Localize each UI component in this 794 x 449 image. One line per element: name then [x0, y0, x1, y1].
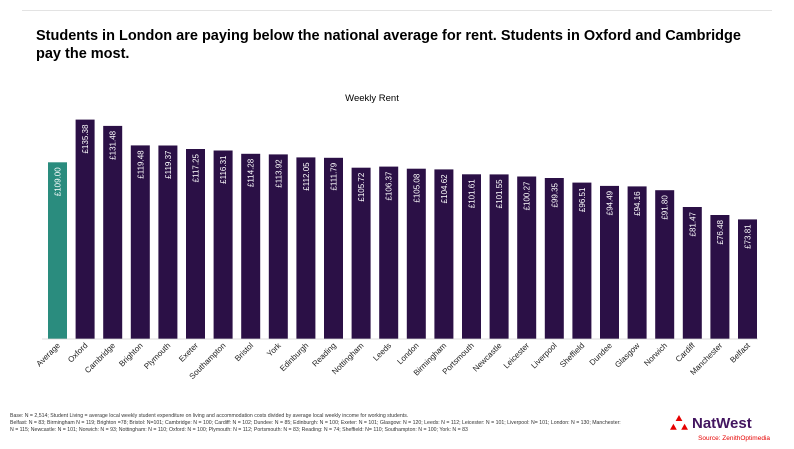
data-label-cardiff: £81.47	[688, 211, 697, 236]
headline: Students in London are paying below the …	[36, 28, 741, 62]
data-label-leicester: £100.27	[523, 181, 532, 210]
footnote: Base: N = 2,514; Student Living = averag…	[10, 413, 625, 434]
brand-name: NatWest	[692, 414, 752, 432]
data-label-portsmouth: £101.61	[468, 179, 477, 208]
bar-plymouth	[158, 145, 178, 339]
data-label-london: £105.08	[412, 173, 421, 202]
category-label-edinburgh: Edinburgh	[278, 341, 310, 373]
category-label-reading: Reading	[310, 341, 337, 368]
data-label-norwich: £91.80	[661, 195, 670, 220]
bar-cambridge	[103, 125, 123, 340]
source-note: Source: ZenithOptimedia	[698, 435, 770, 442]
bar-sheffield	[572, 182, 592, 339]
bar-london	[406, 168, 426, 339]
bar-edinburgh	[296, 157, 316, 339]
data-label-reading: £111.79	[330, 162, 339, 190]
data-label-newcastle: £101.55	[495, 179, 504, 208]
data-label-oxford: £135.38	[81, 124, 90, 153]
bar-glasgow	[627, 186, 647, 339]
natwest-brand: NatWest	[670, 413, 752, 433]
data-label-edinburgh: £112.05	[302, 162, 311, 191]
data-label-birmingham: £104.62	[440, 174, 449, 203]
bars-group: £109.00 Average £135.38 Oxford £131.48 Cambri…	[35, 119, 757, 381]
bar-nottingham	[351, 167, 371, 339]
bar-exeter	[186, 149, 205, 339]
data-label-leeds: £106.37	[385, 171, 394, 200]
bar-reading	[324, 157, 343, 339]
category-label-sheffield: Sheffield	[558, 341, 586, 369]
category-label-newcastle: Newcastle	[471, 341, 504, 374]
bar-portsmouth	[462, 174, 481, 339]
category-label-average: Average	[35, 341, 63, 369]
top-divider	[22, 10, 772, 11]
category-label-plymouth: Plymouth	[142, 341, 172, 371]
category-label-belfast: Belfast	[728, 341, 752, 365]
category-label-london: London	[395, 341, 420, 366]
data-label-manchester: £76.48	[716, 219, 725, 244]
footnote-sample-sizes: Belfast: N = 83; Birmingham N = 119; Bri…	[10, 420, 621, 433]
weekly-rent-chart: Weekly Rent £109.00Average£135.38Oxford£…	[35, 93, 758, 381]
bar-belfast	[738, 219, 757, 339]
data-label-plymouth: £119.37	[164, 150, 173, 179]
category-label-cambridge: Cambridge	[83, 341, 117, 375]
category-label-cardiff: Cardiff	[674, 341, 697, 364]
category-label-leeds: Leeds	[371, 341, 393, 363]
data-label-glasgow: £94.16	[633, 191, 642, 216]
bar-dundee	[600, 185, 619, 339]
data-label-belfast: £73.81	[744, 224, 753, 249]
bar-york	[268, 154, 288, 339]
bar-norwich	[655, 190, 675, 339]
data-label-liverpool: £99.35	[550, 182, 559, 207]
category-label-dundee: Dundee	[588, 341, 615, 368]
bar-leeds	[379, 166, 399, 339]
data-label-bristol: £114.28	[247, 158, 256, 187]
category-label-oxford: Oxford	[66, 341, 89, 364]
bar-manchester	[710, 215, 730, 339]
bar-cardiff	[682, 207, 702, 339]
data-label-cambridge: £131.48	[109, 130, 118, 159]
data-label-dundee: £94.49	[606, 190, 615, 215]
bar-leicester	[517, 176, 537, 339]
data-label-sheffield: £96.51	[578, 187, 587, 212]
bar-bristol	[241, 153, 261, 339]
bar-oxford	[75, 119, 95, 339]
bar-brighton	[130, 145, 150, 339]
category-label-liverpool: Liverpool	[529, 341, 558, 370]
data-label-nottingham: £105.72	[357, 172, 366, 201]
bar-liverpool	[544, 178, 564, 339]
bar-newcastle	[489, 174, 509, 339]
category-label-norwich: Norwich	[642, 341, 669, 368]
category-label-brighton: Brighton	[117, 341, 144, 368]
chart-title: Weekly Rent	[345, 93, 399, 104]
category-label-glasgow: Glasgow	[613, 341, 642, 370]
bar-average	[48, 162, 67, 339]
bar-southampton	[213, 150, 233, 339]
bar-birmingham	[434, 169, 454, 339]
category-label-leicester: Leicester	[502, 341, 532, 371]
natwest-logo-icon	[670, 415, 688, 430]
data-label-average: £109.00	[54, 167, 63, 196]
data-label-brighton: £119.48	[136, 150, 145, 179]
footnote-base: Base: N = 2,514; Student Living = averag…	[10, 413, 409, 419]
category-label-bristol: Bristol	[233, 341, 255, 363]
data-label-exeter: £117.25	[192, 153, 201, 182]
data-label-southampton: £116.31	[219, 155, 228, 184]
category-label-york: York	[265, 340, 283, 358]
data-label-york: £113.92	[274, 159, 283, 188]
category-label-exeter: Exeter	[177, 341, 200, 364]
